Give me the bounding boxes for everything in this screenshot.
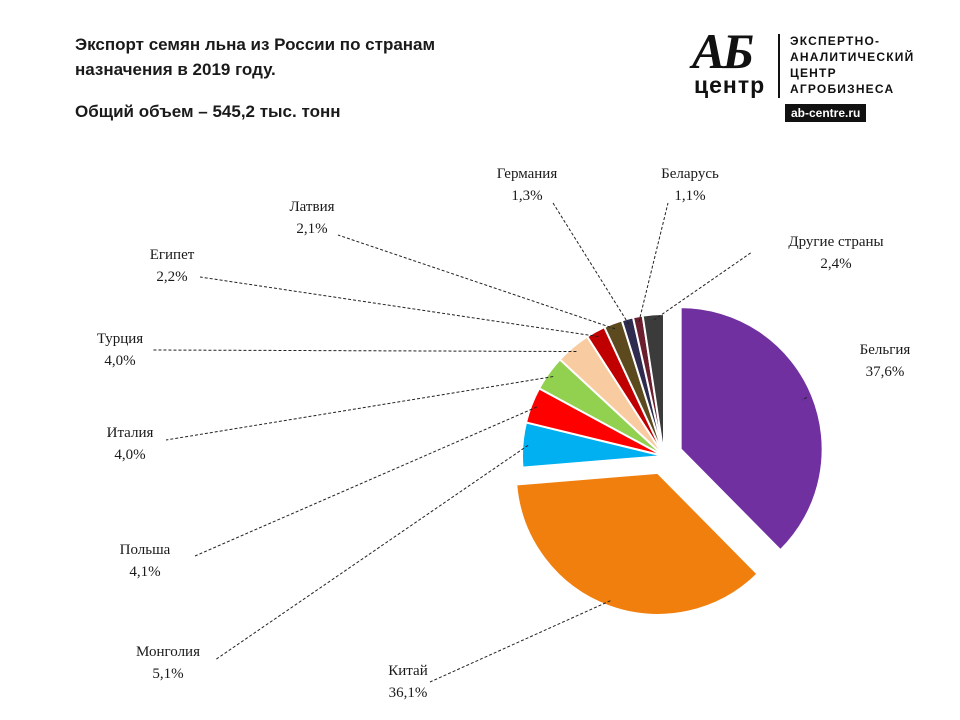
pie-slices: [515, 306, 824, 616]
slice-name-китай: Китай: [388, 663, 427, 679]
slice-percent-латвия: 2,1%: [296, 221, 327, 237]
leader-line-беларусь: [638, 202, 669, 323]
slice-percent-италия: 4,0%: [114, 447, 145, 463]
leader-lines: [152, 202, 807, 683]
slice-percent-германия: 1,3%: [511, 188, 542, 204]
leader-line-турция: [152, 349, 577, 353]
slice-name-германия: Германия: [497, 166, 558, 182]
slice-name-египет: Египет: [150, 247, 195, 263]
logo-url: ab-centre.ru: [785, 104, 867, 122]
slice-labels: Бельгия 37,6% Китай 36,1% Монголия 5,1% Польша…: [97, 166, 911, 701]
slice-percent-турция: 4,0%: [104, 353, 135, 369]
slice-percent-другие-страны: 2,4%: [820, 256, 851, 272]
slice-percent-беларусь: 1,1%: [674, 188, 705, 204]
leader-line-китай: [429, 600, 611, 683]
leader-line-египет: [199, 276, 599, 338]
pie-slice-китай: [515, 471, 759, 616]
slice-name-латвия: Латвия: [289, 199, 334, 215]
chart-title-line-2: назначения в 2019 году.: [75, 60, 276, 79]
leader-line-латвия: [337, 234, 616, 330]
slice-name-беларусь: Беларусь: [661, 166, 719, 182]
pie-slice-бельгия: [679, 306, 824, 552]
pie-slice-другие-страны: [641, 312, 665, 457]
slice-name-польша: Польша: [120, 542, 171, 558]
slice-name-бельгия: Бельгия: [860, 342, 911, 358]
leader-line-италия: [165, 376, 554, 441]
slice-percent-монголия: 5,1%: [152, 666, 183, 682]
chart-title-line-1: Экспорт семян льна из России по странам: [75, 35, 436, 54]
slice-name-турция: Турция: [97, 331, 143, 347]
slice-percent-египет: 2,2%: [156, 269, 187, 285]
slice-name-монголия: Монголия: [136, 644, 200, 660]
leader-line-германия: [552, 202, 630, 325]
slice-percent-бельгия: 37,6%: [866, 364, 905, 380]
ab-centre-logo: АБ центр ЭКСПЕРТНО- АНАЛИТИЧЕСКИЙ ЦЕНТР …: [690, 23, 935, 123]
leader-line-монголия: [214, 444, 529, 661]
logo-text: ЭКСПЕРТНО- АНАЛИТИЧЕСКИЙ ЦЕНТР АГРОБИЗНЕ…: [790, 34, 915, 96]
leader-line-бельгия: [801, 396, 807, 401]
slice-name-другие-страны: Другие страны: [788, 234, 883, 250]
slice-name-италия: Италия: [107, 425, 154, 441]
slice-percent-польша: 4,1%: [129, 564, 160, 580]
leader-line-польша: [194, 406, 537, 557]
chart-title: Экспорт семян льна из России по странам …: [75, 32, 435, 82]
logo-mark: АБ центр: [690, 23, 776, 100]
slice-percent-китай: 36,1%: [389, 685, 428, 701]
chart-subtitle: Общий объем – 545,2 тыс. тонн: [75, 102, 341, 121]
logo-divider: [778, 34, 780, 98]
logo-letters: АБ: [692, 23, 754, 79]
logo-word: центр: [694, 72, 766, 98]
